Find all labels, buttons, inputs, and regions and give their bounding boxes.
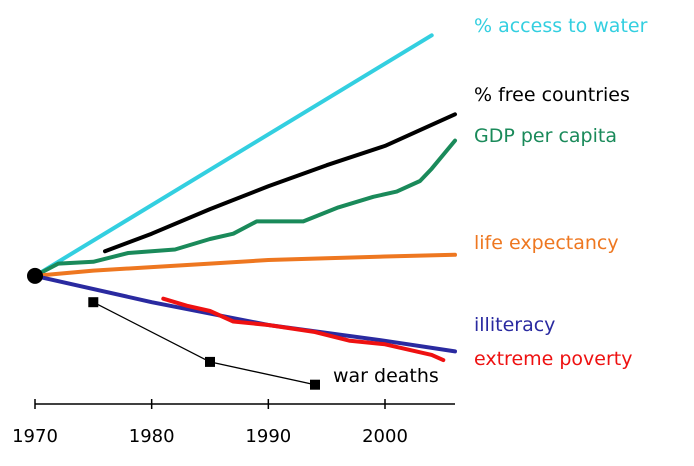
series-line-life-expectancy xyxy=(33,252,457,278)
series-label-free-countries: % free countries xyxy=(474,84,630,106)
series-label-illiteracy: illiteracy xyxy=(474,314,555,336)
data-point-war-deaths-1 xyxy=(205,356,215,367)
series-label-life-expectancy: life expectancy xyxy=(474,232,619,254)
series-line-war-deaths xyxy=(92,301,316,386)
x-tick-label-1990: 1990 xyxy=(245,426,291,447)
x-axis-ticks: 1970 1980 1990 2000 xyxy=(12,399,408,447)
series-labels: % access to water % free countries GDP per… xyxy=(333,15,648,387)
origin-point xyxy=(27,267,43,284)
series-label-gdp-per-capita: GDP per capita xyxy=(474,125,617,147)
data-point-war-deaths-0 xyxy=(88,297,99,308)
series-layer xyxy=(33,33,457,386)
data-point-war-deaths-2 xyxy=(310,379,320,390)
series-line-illiteracy xyxy=(33,273,457,354)
series-line-extreme-poverty xyxy=(161,296,446,363)
series-line-access-to-water xyxy=(33,33,434,278)
series-label-extreme-poverty: extreme poverty xyxy=(474,348,633,370)
marker-layer xyxy=(27,267,320,390)
series-label-access-to-water: % access to water xyxy=(474,15,648,37)
x-tick-label-1980: 1980 xyxy=(129,426,175,447)
x-tick-label-1970: 1970 xyxy=(12,426,58,447)
series-line-gdp-per-capita xyxy=(33,138,457,278)
x-tick-label-2000: 2000 xyxy=(362,426,408,447)
series-label-war-deaths: war deaths xyxy=(333,365,439,387)
series-line-free-countries xyxy=(103,112,457,254)
